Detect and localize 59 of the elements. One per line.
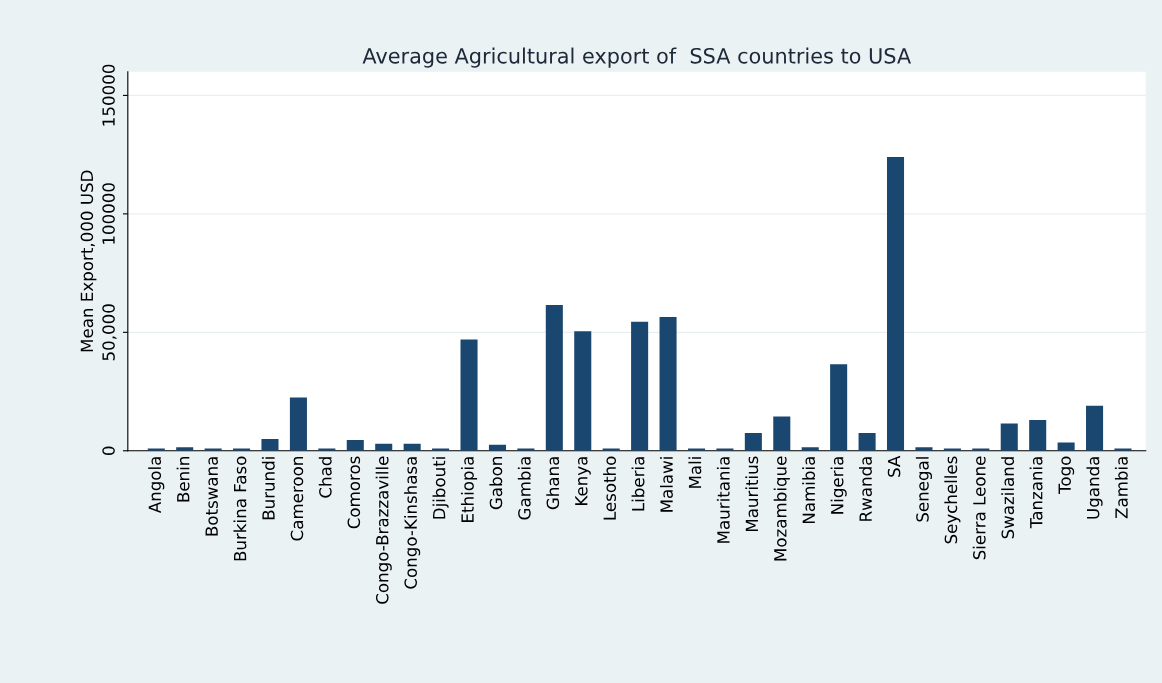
x-tick-label: Sierra Leone (972, 456, 986, 560)
x-tick-label: Tanzania (1029, 457, 1043, 529)
bar (346, 440, 364, 451)
x-tick-label: Ethiopia (460, 457, 478, 522)
bar (744, 433, 762, 451)
x-tick-label: Gambia (517, 457, 531, 520)
x-tick-label: Kenya (575, 457, 591, 505)
chart-title: Average Agricultural export of SSA countries to USA (362, 47, 911, 68)
x-tick-label: Comoros (347, 456, 361, 529)
bar (659, 316, 677, 451)
bar (574, 331, 592, 451)
bar (830, 364, 848, 451)
x-tick-label: Senegal (915, 457, 933, 522)
bar (631, 321, 649, 451)
x-tick-label: Mozambique (773, 456, 790, 561)
x-tick-label: Togo (1058, 456, 1075, 495)
x-tick-label: Malawi (659, 457, 673, 512)
bar (1114, 448, 1132, 451)
bar (261, 438, 279, 451)
x-tick-label: Mauritania (716, 457, 730, 543)
x-tick-label: Gabon (489, 457, 503, 510)
x-tick-label: Uganda (1086, 457, 1103, 519)
bar (1057, 442, 1075, 451)
bar (289, 397, 307, 451)
x-tick-label: Liberia (631, 457, 645, 511)
x-tick-label: Cameroon (290, 457, 304, 541)
bar (1029, 419, 1047, 451)
bar (773, 416, 791, 451)
x-tick-label: Benin (176, 457, 190, 502)
bar (460, 339, 478, 451)
y-axis-title: Mean Export,000 USD (80, 170, 97, 352)
y-tick-label: 50,000 (102, 304, 117, 361)
bar (1086, 405, 1104, 451)
x-tick-label: Ghana (546, 457, 560, 510)
y-tick-label: 0 (102, 446, 115, 455)
x-tick-label: Congo-Kinshasa (404, 457, 421, 589)
x-tick-label: Chad (318, 457, 332, 498)
x-tick-label: SA (887, 455, 901, 477)
x-tick-label: Nigeria (830, 457, 847, 514)
x-tick-label: Namibia (802, 457, 816, 523)
x-tick-label: Congo-Brazzaville (375, 456, 392, 604)
x-tick-label: Mali (688, 457, 702, 488)
x-tick-label: Angola (148, 457, 165, 514)
x-tick-label: Seychelles (944, 456, 961, 544)
x-tick-label: Zambia (1114, 457, 1128, 519)
x-tick-label: Rwanda (859, 457, 872, 521)
x-tick-label: Lesotho (603, 456, 617, 520)
y-tick-label: 100000 (102, 183, 115, 244)
bar (886, 157, 905, 451)
x-tick-label: Swaziland (1001, 457, 1015, 539)
x-tick-label: Burundi (261, 457, 275, 520)
x-tick-label: Burkina Faso (233, 456, 247, 561)
x-tick-label: Botswana (205, 457, 218, 536)
bar (1000, 423, 1018, 451)
bar (545, 305, 563, 451)
bar (858, 433, 876, 451)
x-tick-label: Mauritius (745, 456, 759, 532)
y-tick-label: 150000 (102, 64, 115, 126)
x-tick-label: Djibouti (432, 457, 449, 519)
